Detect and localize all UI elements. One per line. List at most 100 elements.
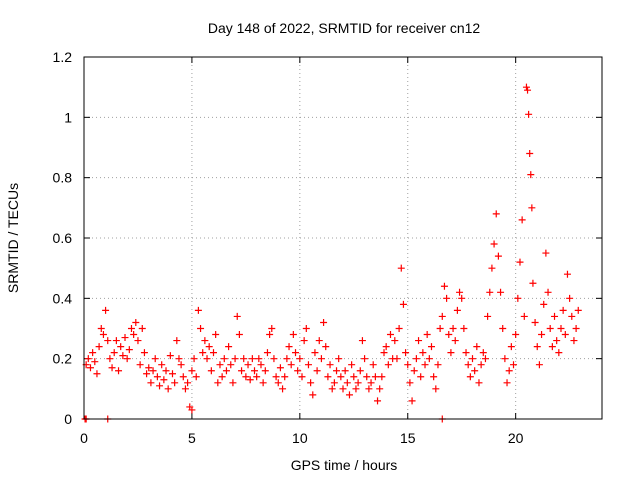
- data-point: [397, 264, 405, 272]
- data-point: [518, 216, 526, 224]
- data-point: [192, 373, 200, 381]
- data-point: [540, 300, 548, 308]
- data-point: [184, 379, 192, 387]
- data-point: [533, 343, 541, 351]
- data-point: [497, 288, 505, 296]
- data-point: [337, 373, 345, 381]
- data-point: [201, 337, 209, 345]
- data-point: [456, 288, 464, 296]
- data-point: [257, 361, 265, 369]
- data-point: [376, 385, 384, 393]
- data-point: [283, 355, 291, 363]
- data-point: [235, 331, 243, 339]
- data-point: [205, 343, 213, 351]
- data-point: [408, 397, 416, 405]
- data-point: [404, 361, 412, 369]
- data-point: [371, 373, 379, 381]
- data-point: [292, 349, 300, 357]
- y-tick-label: 0.8: [53, 170, 73, 186]
- data-point: [393, 355, 401, 363]
- data-point: [138, 325, 146, 332]
- data-point: [479, 349, 487, 357]
- x-tick-label: 20: [508, 430, 524, 446]
- data-point: [102, 306, 110, 314]
- data-point: [300, 337, 308, 345]
- data-point: [91, 358, 99, 366]
- data-point: [171, 379, 179, 387]
- data-point: [432, 385, 440, 393]
- data-point: [311, 349, 319, 357]
- data-point: [315, 337, 323, 345]
- data-point: [320, 318, 328, 326]
- data-point: [296, 355, 304, 363]
- data-point: [298, 373, 306, 381]
- data-point: [427, 343, 435, 351]
- data-point: [160, 376, 168, 384]
- data-point: [149, 367, 157, 375]
- data-point: [406, 379, 414, 387]
- data-point: [330, 379, 338, 387]
- data-point: [499, 325, 507, 332]
- data-point: [423, 331, 431, 339]
- data-point: [350, 373, 358, 381]
- data-point: [542, 249, 550, 257]
- data-point: [253, 373, 261, 381]
- data-point: [477, 361, 485, 369]
- data-point: [266, 331, 274, 339]
- data-point: [272, 373, 280, 381]
- data-point: [317, 355, 325, 363]
- data-point: [421, 361, 429, 369]
- data-point: [145, 364, 153, 372]
- data-point: [526, 150, 534, 158]
- data-points: [81, 83, 582, 423]
- data-point: [566, 294, 574, 302]
- data-point: [233, 312, 241, 320]
- data-point: [117, 343, 125, 351]
- data-point: [503, 379, 511, 387]
- data-point: [574, 306, 582, 314]
- data-point: [166, 352, 174, 360]
- data-point: [481, 355, 489, 363]
- data-point: [99, 331, 107, 339]
- data-point: [501, 355, 509, 363]
- data-point: [343, 379, 351, 387]
- data-point: [557, 325, 565, 332]
- data-point: [410, 367, 418, 375]
- data-point: [369, 361, 377, 369]
- data-point: [153, 373, 161, 381]
- data-point: [214, 379, 222, 387]
- data-point: [490, 240, 498, 248]
- data-point: [529, 279, 537, 287]
- grid-lines: [84, 57, 602, 419]
- data-point: [313, 367, 321, 375]
- data-point: [104, 337, 112, 345]
- data-point: [179, 373, 187, 381]
- data-point: [469, 355, 476, 363]
- data-point: [115, 367, 123, 375]
- data-point: [548, 343, 556, 351]
- data-point: [289, 331, 297, 339]
- data-point: [328, 385, 336, 393]
- data-point: [348, 361, 356, 369]
- data-point: [188, 406, 196, 414]
- data-point: [525, 110, 533, 118]
- y-tick-label: 1: [64, 109, 72, 125]
- data-point: [475, 379, 483, 387]
- data-point: [528, 204, 536, 212]
- x-axis-label: GPS time / hours: [291, 457, 398, 473]
- data-point: [227, 361, 235, 369]
- data-point: [309, 391, 317, 399]
- data-point: [95, 343, 103, 351]
- data-point: [261, 367, 269, 375]
- data-point: [462, 349, 470, 357]
- data-point: [188, 367, 196, 375]
- data-point: [505, 367, 513, 375]
- data-point: [164, 385, 172, 393]
- data-point: [270, 355, 278, 363]
- y-tick-label: 1.2: [53, 49, 73, 65]
- data-point: [89, 349, 97, 357]
- data-point: [568, 312, 576, 320]
- data-point: [484, 312, 492, 320]
- data-point: [451, 337, 459, 345]
